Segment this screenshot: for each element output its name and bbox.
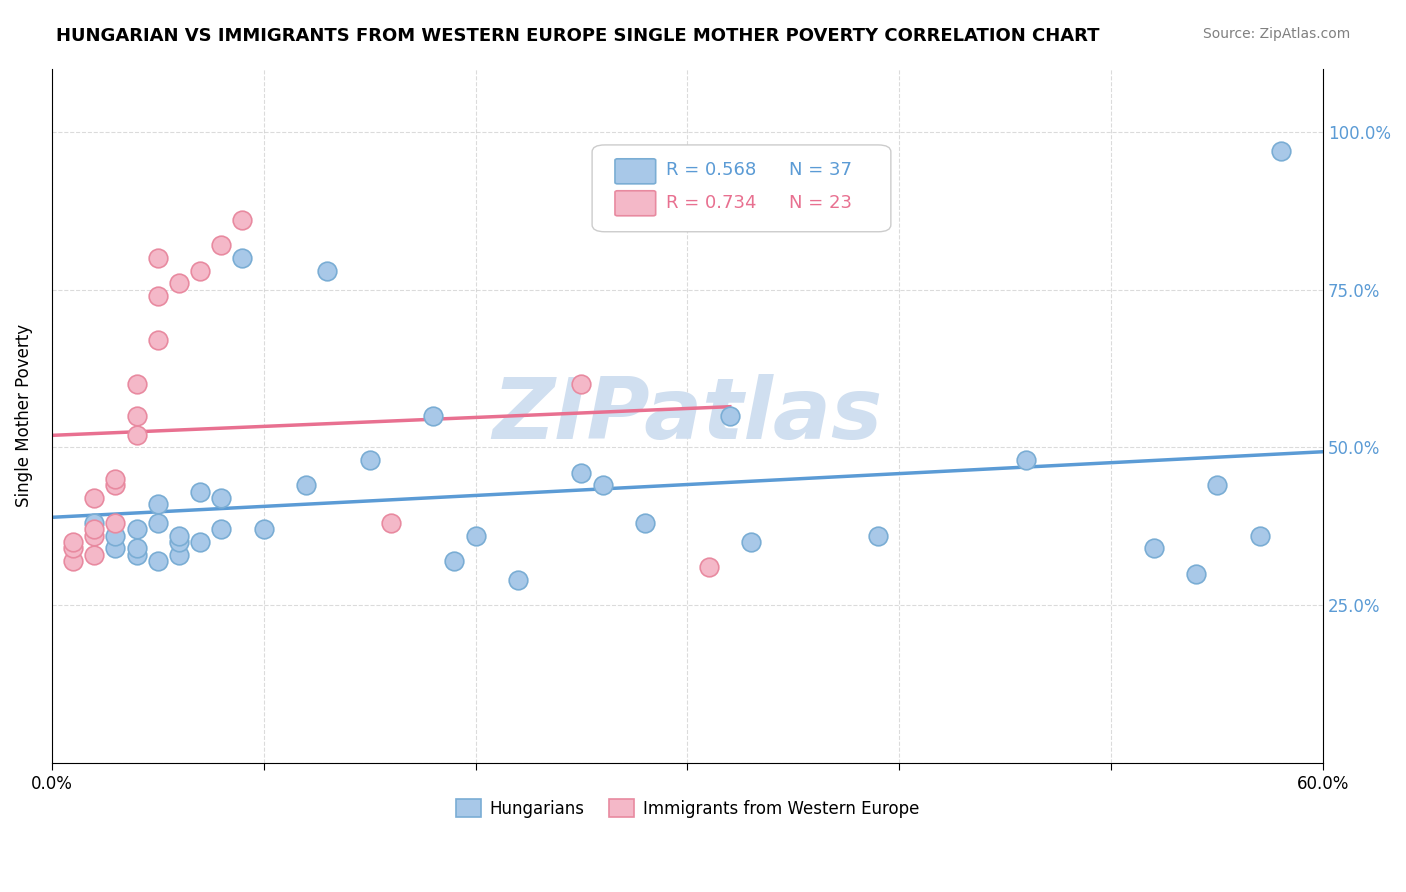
Point bbox=[104, 472, 127, 486]
Point bbox=[125, 377, 148, 392]
Point bbox=[718, 409, 741, 423]
Point bbox=[146, 554, 169, 568]
Point bbox=[209, 491, 232, 505]
Point bbox=[125, 523, 148, 537]
Point bbox=[167, 277, 190, 291]
Point bbox=[1185, 566, 1208, 581]
Point bbox=[125, 409, 148, 423]
Point bbox=[146, 333, 169, 347]
Text: N = 23: N = 23 bbox=[789, 194, 852, 211]
Point bbox=[125, 427, 148, 442]
Point bbox=[83, 548, 105, 562]
Point bbox=[167, 535, 190, 549]
Point bbox=[253, 523, 276, 537]
Point bbox=[83, 529, 105, 543]
FancyBboxPatch shape bbox=[614, 191, 655, 216]
Point bbox=[464, 529, 486, 543]
Point bbox=[188, 263, 211, 277]
Point bbox=[104, 541, 127, 556]
Point bbox=[740, 535, 762, 549]
Point bbox=[209, 523, 232, 537]
Point bbox=[104, 529, 127, 543]
Point bbox=[295, 478, 318, 492]
Point bbox=[188, 484, 211, 499]
Text: R = 0.734: R = 0.734 bbox=[666, 194, 756, 211]
Point bbox=[359, 453, 381, 467]
Point bbox=[62, 541, 84, 556]
Point bbox=[167, 529, 190, 543]
Point bbox=[209, 238, 232, 252]
Point bbox=[316, 263, 339, 277]
Point bbox=[1249, 529, 1271, 543]
Point bbox=[83, 523, 105, 537]
Point bbox=[83, 516, 105, 531]
Point bbox=[146, 251, 169, 265]
Point bbox=[231, 251, 253, 265]
Point bbox=[380, 516, 402, 531]
Point bbox=[125, 541, 148, 556]
Point bbox=[125, 548, 148, 562]
Point bbox=[634, 516, 657, 531]
Point bbox=[146, 516, 169, 531]
Point bbox=[104, 516, 127, 531]
Point bbox=[231, 213, 253, 227]
Point bbox=[167, 548, 190, 562]
Point bbox=[83, 491, 105, 505]
Point bbox=[1206, 478, 1229, 492]
Point bbox=[868, 529, 890, 543]
Point bbox=[571, 377, 593, 392]
Point bbox=[422, 409, 444, 423]
Text: R = 0.568: R = 0.568 bbox=[666, 161, 756, 179]
Y-axis label: Single Mother Poverty: Single Mother Poverty bbox=[15, 325, 32, 508]
Point bbox=[188, 535, 211, 549]
Text: N = 37: N = 37 bbox=[789, 161, 852, 179]
Point bbox=[1015, 453, 1038, 467]
Text: ZIPatlas: ZIPatlas bbox=[492, 375, 883, 458]
Point bbox=[62, 554, 84, 568]
FancyBboxPatch shape bbox=[592, 145, 891, 232]
Point bbox=[146, 289, 169, 303]
Point bbox=[443, 554, 465, 568]
Point bbox=[1270, 144, 1292, 158]
Point bbox=[146, 497, 169, 511]
Point bbox=[1142, 541, 1164, 556]
Point bbox=[697, 560, 720, 574]
Legend: Hungarians, Immigrants from Western Europe: Hungarians, Immigrants from Western Euro… bbox=[450, 793, 925, 824]
Point bbox=[104, 478, 127, 492]
Point bbox=[62, 535, 84, 549]
Text: HUNGARIAN VS IMMIGRANTS FROM WESTERN EUROPE SINGLE MOTHER POVERTY CORRELATION CH: HUNGARIAN VS IMMIGRANTS FROM WESTERN EUR… bbox=[56, 27, 1099, 45]
Point bbox=[506, 573, 529, 587]
Point bbox=[592, 478, 614, 492]
Point bbox=[571, 466, 593, 480]
FancyBboxPatch shape bbox=[614, 159, 655, 184]
Text: Source: ZipAtlas.com: Source: ZipAtlas.com bbox=[1202, 27, 1350, 41]
